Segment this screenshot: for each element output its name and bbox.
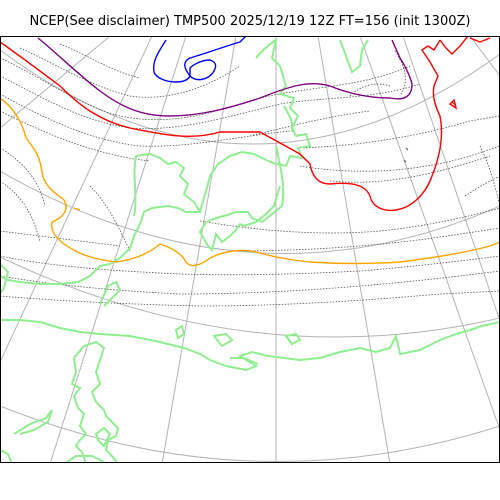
coastline-south [0, 319, 500, 372]
coastline-east [339, 39, 369, 74]
coastline-islet [284, 332, 302, 346]
coastline-island [283, 105, 294, 133]
temperature-map [0, 36, 500, 463]
graticule [0, 36, 500, 463]
contour-blue-closed [189, 59, 217, 81]
longitude-line [402, 36, 500, 322]
contour-red-top [469, 37, 491, 43]
contour-purple [37, 37, 413, 117]
coastline-cape [99, 280, 122, 307]
longitude-line [469, 36, 500, 77]
coastline-north [255, 37, 312, 168]
coastline-southwest-2 [0, 449, 13, 463]
temperature-contours [0, 36, 500, 267]
coastline-south-land [73, 340, 120, 463]
contour-blue [152, 36, 247, 83]
coastline-south-tip [63, 455, 105, 463]
latitude-circle [0, 49, 500, 145]
isolated-marks [403, 99, 457, 163]
isotherms-dotted [0, 43, 500, 307]
contour-red [0, 39, 443, 212]
coastlines [0, 37, 500, 463]
coastline-islet [212, 332, 234, 348]
coastline-land [0, 152, 202, 285]
coastline-west [0, 263, 10, 295]
longitude-line [0, 36, 153, 363]
latitude-circle [0, 170, 500, 254]
contour-orange-dash [73, 207, 81, 211]
coastline-peninsula [198, 145, 285, 252]
map-title: NCEP(See disclaimer) TMP500 2025/12/19 1… [29, 14, 471, 29]
coastline-bay-2 [199, 150, 278, 213]
coastline-islet [230, 357, 259, 365]
latitude-circle [0, 405, 500, 463]
coastline-southwest [13, 409, 53, 435]
contour-orange [0, 97, 500, 267]
longitude-line [49, 36, 187, 463]
coastline-bay [133, 155, 137, 217]
longitude-line [161, 36, 237, 463]
coastline-south-inlet [94, 426, 112, 448]
latitude-circle [0, 256, 500, 338]
coastline-islet [174, 324, 186, 340]
coastline-south-land-2 [70, 357, 88, 463]
contour-red-tail [439, 36, 469, 55]
longitude-line [317, 36, 391, 463]
longitude-line [359, 36, 500, 431]
